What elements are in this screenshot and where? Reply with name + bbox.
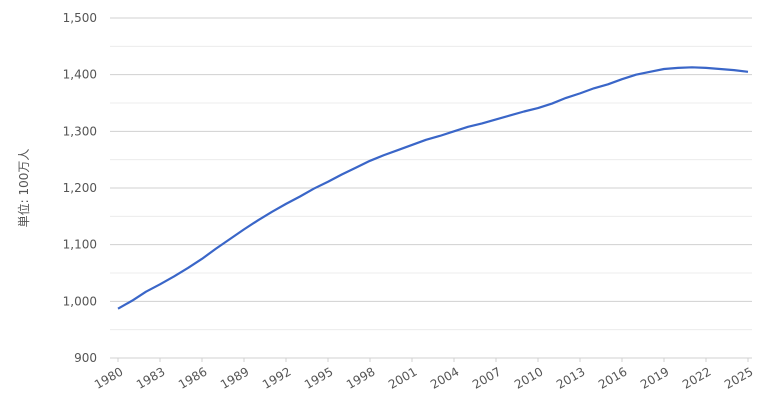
x-tick-label: 2019 — [638, 364, 671, 391]
y-tick-label: 1,500 — [63, 11, 97, 25]
y-tick-label: 1,400 — [63, 68, 97, 82]
y-tick-label: 1,100 — [63, 238, 97, 252]
x-tick-label: 1995 — [302, 364, 335, 391]
y-tick-label: 1,200 — [63, 181, 97, 195]
x-tick-label: 1992 — [260, 364, 293, 391]
y-axis-label: 単位: 100万人 — [16, 149, 31, 228]
x-tick-label: 2013 — [554, 364, 587, 391]
y-tick-label: 900 — [74, 351, 97, 365]
x-tick-label: 1989 — [218, 364, 251, 391]
x-tick-label: 2025 — [722, 364, 755, 391]
x-tick-label: 1998 — [344, 364, 377, 391]
y-tick-label: 1,300 — [63, 124, 97, 138]
x-tick-label: 2016 — [596, 364, 629, 391]
x-tick-label: 2007 — [470, 364, 503, 391]
x-tick-label: 2022 — [680, 364, 713, 391]
line — [117, 66, 749, 310]
x-tick-label: 2001 — [386, 364, 419, 391]
x-tick-label: 2004 — [428, 364, 461, 391]
x-tick-label: 1980 — [92, 364, 125, 391]
x-tick-label: 2010 — [512, 364, 545, 391]
x-tick-label: 1986 — [176, 364, 209, 391]
y-tick-label: 1,000 — [63, 294, 97, 308]
x-tick-label: 1983 — [134, 364, 167, 391]
